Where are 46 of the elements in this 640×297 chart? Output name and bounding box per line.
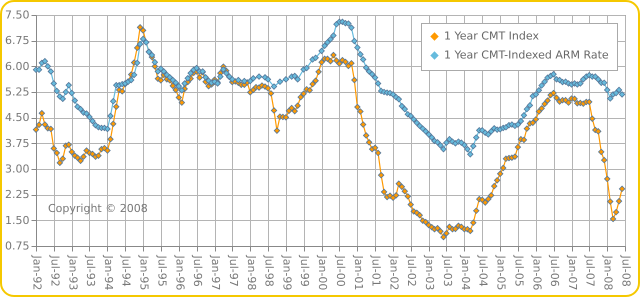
y-tick-label: 6.00 [5, 60, 30, 73]
x-tick-label: Jul-98 [262, 254, 276, 287]
x-tick-label: Jul-07 [584, 254, 597, 287]
x-tick-label: Jul-08 [620, 254, 632, 287]
x-tick-label: Jul-06 [548, 254, 562, 287]
x-tick-label: Jul-92 [48, 254, 62, 287]
x-tick-label: Jul-94 [120, 254, 133, 287]
x-tick-label: Jul-93 [84, 254, 97, 287]
y-tick-label: 5.25 [5, 86, 30, 98]
y-tick-label: 2.25 [5, 188, 30, 202]
legend-label: 1 Year CMT-Indexed ARM Rate [444, 48, 609, 62]
x-tick-label: Jan-07 [566, 254, 580, 290]
x-tick-label: Jan-00 [316, 254, 330, 290]
x-tick-label: Jul-99 [298, 254, 312, 287]
x-tick-label: Jul-02 [405, 254, 418, 287]
x-tick-label: Jan-03 [423, 254, 436, 290]
x-tick-label: Jul-04 [476, 254, 490, 287]
x-tick-label: Jan-95 [138, 254, 151, 290]
x-tick-label: Jul-95 [155, 254, 168, 287]
x-tick-label: Jan-93 [66, 254, 80, 290]
x-tick-label: Jan-94 [102, 254, 115, 290]
x-tick-label: Jan-05 [494, 254, 508, 290]
y-tick-label: 6.75 [5, 34, 30, 48]
y-tick-label: 4.50 [5, 111, 30, 124]
y-tick-label: 3.75 [5, 136, 30, 150]
x-tick-label: Jan-01 [352, 254, 365, 290]
x-tick-label: Jul-96 [191, 254, 204, 287]
y-tick-label: 1.50 [5, 214, 30, 227]
x-tick-label: Jul-00 [334, 254, 347, 287]
y-tick-label: 0.75 [5, 240, 30, 252]
x-tick-label: Jul-01 [370, 254, 383, 287]
x-tick-label: Jul-03 [440, 254, 454, 287]
x-tick-label: Jul-97 [226, 254, 240, 287]
y-tick-label: 3.00 [5, 162, 30, 176]
x-tick-label: Jul-05 [512, 254, 526, 287]
x-tick-label: Jan-06 [530, 254, 544, 290]
x-tick-label: Jan-08 [602, 254, 615, 290]
x-tick-label: Jan-92 [30, 254, 44, 290]
x-tick-label: Jan-04 [458, 254, 472, 290]
y-tick-label: 7.50 [5, 8, 30, 22]
x-tick-label: Jan-97 [209, 254, 222, 290]
x-tick-label: Jan-02 [388, 254, 401, 290]
x-tick-label: Jan-99 [280, 254, 294, 290]
legend-label: 1 Year CMT Index [444, 30, 540, 42]
x-tick-label: Jan-96 [173, 254, 186, 290]
x-tick-label: Jan-98 [244, 254, 258, 290]
